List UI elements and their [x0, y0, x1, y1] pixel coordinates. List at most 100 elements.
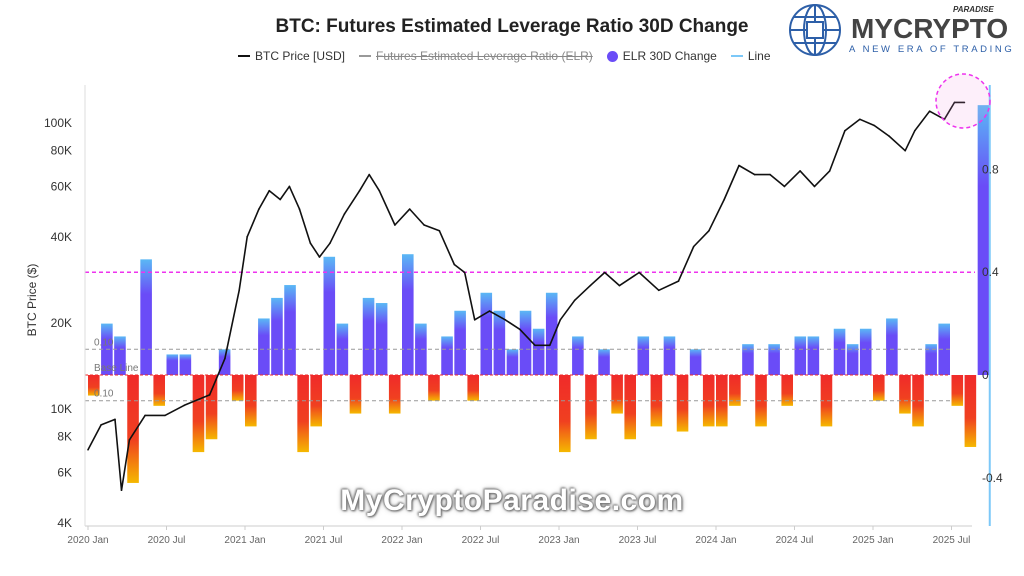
- elr-bar-positive: [480, 292, 493, 375]
- btc-price-point: [368, 173, 371, 176]
- elr-bar-positive: [938, 323, 950, 375]
- elr-bar-negative: [611, 375, 623, 414]
- elr-bar-positive: [886, 318, 898, 375]
- elr-bar-positive: [441, 336, 453, 375]
- x-tick-label: 2020 Jul: [148, 535, 186, 546]
- legend-item-btc-price[interactable]: BTC Price [USD]: [238, 49, 345, 63]
- btc-price-point: [873, 124, 876, 127]
- watermark: MyCryptoParadise.com: [340, 484, 684, 517]
- btc-price-point: [548, 344, 551, 347]
- x-tick-label: 2024 Jan: [695, 535, 736, 546]
- x-tick-label: 2023 Jul: [619, 535, 657, 546]
- btc-price-point: [953, 101, 956, 104]
- btc-price-point: [928, 110, 931, 112]
- elr-bar-positive: [375, 303, 388, 375]
- elr-bar-negative: [716, 375, 728, 427]
- btc-price-point: [559, 319, 562, 321]
- legend-label: ELR 30D Change: [622, 49, 717, 63]
- btc-price-point: [343, 213, 346, 215]
- btc-price-point: [888, 135, 890, 137]
- btc-price-point: [844, 129, 846, 132]
- elr-bar-positive: [532, 328, 545, 375]
- elr-bar-positive: [271, 297, 283, 375]
- elr-bar-negative: [127, 375, 139, 483]
- elr-bars: [88, 105, 990, 483]
- btc-price-point: [318, 256, 321, 258]
- elr-bar-positive: [336, 323, 349, 375]
- elr-bar-positive: [114, 336, 126, 375]
- btc-price-point: [799, 170, 801, 172]
- reference-label: 0.10: [94, 389, 114, 400]
- elr-bar-positive: [519, 310, 532, 375]
- btc-price-point: [258, 208, 260, 210]
- btc-price-point: [358, 189, 361, 192]
- elr-bar-positive: [663, 336, 676, 375]
- left-tick-label: 20K: [51, 316, 72, 330]
- btc-price-point: [573, 299, 576, 302]
- elr-bar-positive: [833, 328, 846, 375]
- left-tick-label: 6K: [57, 465, 72, 479]
- globe-icon: [789, 4, 841, 56]
- elr-bar-negative: [729, 375, 741, 406]
- elr-bar-negative: [873, 375, 885, 401]
- elr-bar-positive: [362, 297, 375, 375]
- btc-price-point: [329, 242, 331, 244]
- btc-price-point: [488, 310, 491, 312]
- elr-bar-positive: [166, 354, 179, 375]
- btc-price-point: [423, 224, 425, 226]
- line-swatch-icon: [359, 55, 372, 57]
- elr-bar-positive: [807, 336, 820, 375]
- line-swatch-icon: [238, 55, 250, 57]
- elr-bar-positive: [768, 344, 780, 375]
- btc-price-point: [87, 449, 89, 451]
- btc-price-point: [677, 280, 680, 282]
- btc-price-point: [589, 284, 592, 287]
- btc-price-point: [534, 344, 536, 347]
- line-swatch-icon: [730, 55, 743, 57]
- btc-price-point: [128, 439, 131, 441]
- btc-price-point: [298, 208, 301, 210]
- elr-bar-negative: [88, 375, 100, 396]
- elr-bar-positive: [454, 310, 466, 375]
- left-tick-label: 10K: [51, 402, 72, 416]
- svg-text:A NEW ERA OF TRADING: A NEW ERA OF TRADING: [849, 44, 1014, 55]
- x-tick-label: 2022 Jan: [381, 535, 422, 546]
- elr-bar-positive: [598, 349, 610, 375]
- elr-bar-negative: [820, 375, 833, 427]
- elr-bar-negative: [559, 375, 571, 453]
- reference-label: 0.10: [94, 337, 114, 348]
- elr-bar-negative: [755, 375, 767, 427]
- elr-bar-negative: [349, 375, 362, 414]
- elr-bar-positive: [742, 344, 754, 375]
- btc-price-point: [463, 271, 466, 274]
- btc-price-point: [708, 229, 710, 232]
- btc-price-point: [692, 245, 695, 248]
- legend-item-elr-30d-change[interactable]: ELR 30D Change: [606, 49, 717, 63]
- brand-logo: PARADISE MYCRYPTO A NEW ERA OF TRADING: [789, 4, 1014, 56]
- btc-price-point: [224, 357, 226, 360]
- elr-bar-positive: [179, 354, 192, 375]
- x-tick-label: 2020 Jan: [67, 535, 108, 546]
- btc-price-point: [394, 224, 396, 226]
- elr-bar-positive: [415, 323, 427, 375]
- elr-bar-negative: [899, 375, 911, 414]
- x-tick-label: 2025 Jan: [852, 535, 893, 546]
- elr-bar-positive: [794, 336, 807, 375]
- legend-item-line[interactable]: Line: [730, 49, 771, 63]
- btc-price-point: [378, 189, 381, 192]
- elr-bar-negative: [297, 375, 309, 453]
- elr-bar-positive: [689, 349, 702, 375]
- x-tick-label: 2025 Jul: [933, 535, 971, 546]
- elr-bar-positive: [506, 349, 519, 375]
- btc-price-point: [164, 414, 166, 417]
- btc-price-point: [246, 236, 248, 238]
- btc-price-point: [208, 394, 211, 396]
- chart-title: BTC: Futures Estimated Leverage Ratio 30…: [275, 16, 749, 37]
- elr-bar-positive: [493, 310, 506, 375]
- legend-item-elr[interactable]: Futures Estimated Leverage Ratio (ELR): [359, 49, 593, 63]
- elr-bar-positive: [925, 344, 937, 375]
- btc-price-path: [87, 101, 965, 492]
- btc-price-point: [518, 328, 521, 331]
- btc-price-point: [268, 189, 271, 192]
